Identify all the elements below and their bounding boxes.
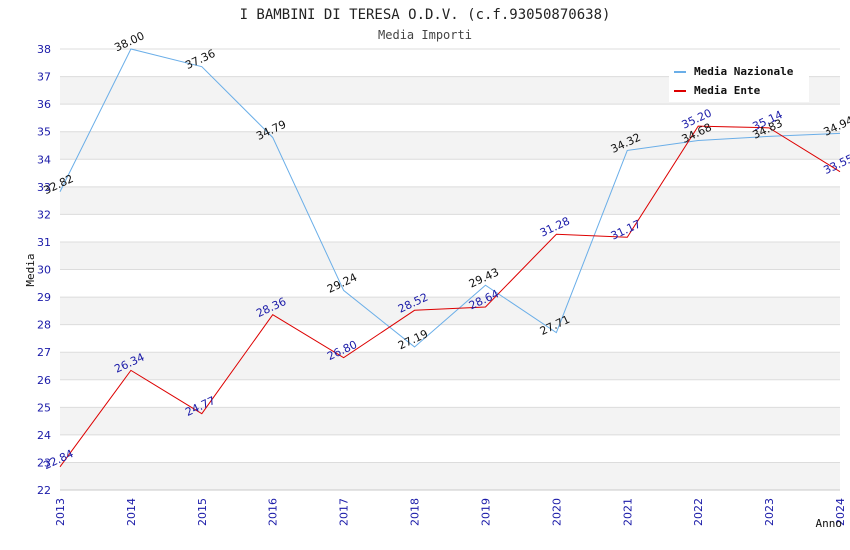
legend-box bbox=[669, 60, 809, 102]
x-tick-label: 2017 bbox=[338, 498, 351, 526]
x-tick-label: 2020 bbox=[550, 498, 563, 526]
y-tick-label: 32 bbox=[37, 208, 51, 221]
x-tick-label: 2019 bbox=[479, 498, 492, 526]
y-tick-label: 28 bbox=[37, 319, 51, 332]
series-line-media-nazionale bbox=[59, 48, 841, 348]
y-tick-label: 33 bbox=[37, 181, 51, 194]
y-tick-label: 22 bbox=[37, 484, 51, 497]
y-tick-label: 26 bbox=[37, 374, 51, 387]
x-tick-label: 2015 bbox=[196, 498, 209, 526]
x-tick-label: 2021 bbox=[621, 498, 634, 526]
series-group bbox=[59, 48, 841, 468]
x-axis-ticks: 2013 2014 2015 2016 2017 2018 2019 2020 2021 2022… bbox=[54, 498, 847, 526]
y-tick-label: 34 bbox=[37, 153, 51, 166]
grid-band bbox=[60, 352, 840, 380]
grid-band bbox=[60, 324, 840, 353]
grid-band bbox=[60, 104, 840, 132]
grid-band bbox=[60, 241, 840, 270]
x-tick-label: 2016 bbox=[267, 498, 280, 526]
x-tick-label: 2014 bbox=[125, 498, 138, 526]
chart-title: I BAMBINI DI TERESA O.D.V. (c.f.93050870… bbox=[240, 7, 611, 23]
y-tick-label: 24 bbox=[37, 429, 51, 442]
grid-band bbox=[60, 214, 840, 242]
x-axis-label: Anno bbox=[816, 517, 843, 530]
grid-band bbox=[60, 131, 840, 160]
legend-label-media-nazionale: Media Nazionale bbox=[694, 65, 794, 78]
legend-label-media-ente: Media Ente bbox=[694, 84, 761, 97]
x-tick-label: 2023 bbox=[763, 498, 776, 526]
grid-band bbox=[60, 379, 840, 408]
y-tick-label: 38 bbox=[37, 43, 51, 56]
y-tick-label: 36 bbox=[37, 98, 51, 111]
y-tick-label: 27 bbox=[37, 346, 51, 359]
grid-band bbox=[60, 407, 840, 435]
y-tick-label: 35 bbox=[37, 126, 51, 139]
y-tick-label: 23 bbox=[37, 456, 51, 469]
y-axis-ticks: 22 23 24 25 26 27 28 29 30 31 32 33 34 35 36 37 38 bbox=[37, 43, 51, 497]
grid-bands bbox=[60, 48, 840, 491]
x-tick-label: 2024 bbox=[834, 498, 847, 526]
grid-band bbox=[60, 434, 840, 463]
y-tick-label: 29 bbox=[37, 291, 51, 304]
y-axis-label: Media bbox=[24, 253, 37, 286]
x-tick-label: 2018 bbox=[409, 498, 422, 526]
x-tick-label: 2022 bbox=[692, 498, 705, 526]
grid-band bbox=[60, 159, 840, 187]
x-tick-label: 2013 bbox=[54, 498, 67, 526]
y-tick-label: 25 bbox=[37, 401, 51, 414]
legend: Media Nazionale Media Ente bbox=[669, 60, 809, 102]
chart-subtitle: Media Importi bbox=[378, 28, 472, 42]
grid-band bbox=[60, 462, 840, 490]
series-line-media-ente bbox=[59, 125, 841, 468]
grid-band bbox=[60, 297, 840, 325]
grid-band bbox=[60, 186, 840, 215]
grid-band bbox=[60, 269, 840, 298]
y-tick-label: 30 bbox=[37, 264, 51, 277]
y-tick-label: 37 bbox=[37, 71, 51, 84]
y-tick-label: 31 bbox=[37, 236, 51, 249]
